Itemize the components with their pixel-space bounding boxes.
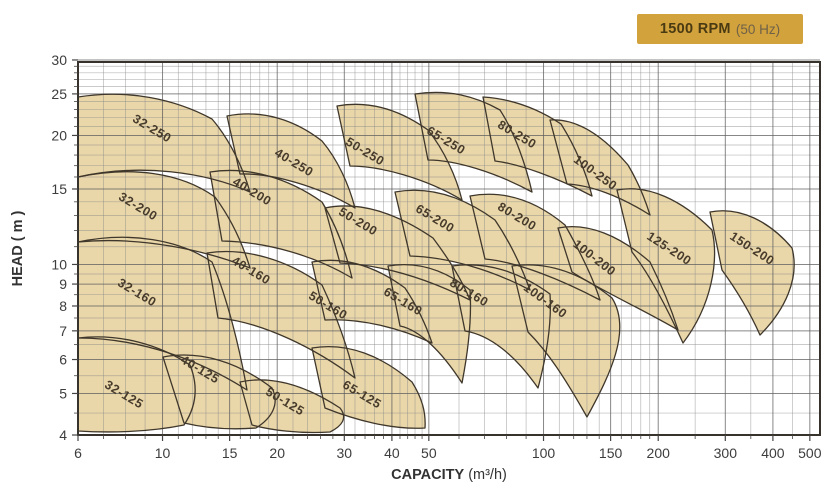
y-tick-label-6: 6 bbox=[59, 352, 67, 368]
x-tick-label-400: 400 bbox=[761, 445, 785, 461]
y-tick-label-4: 4 bbox=[59, 427, 67, 443]
rpm-badge-speed: 1500 RPM bbox=[659, 21, 731, 37]
region-outline-50-125 bbox=[239, 379, 345, 434]
region-outline-65-160 bbox=[387, 264, 472, 384]
y-tick-label-7: 7 bbox=[59, 323, 67, 339]
plot-frame bbox=[77, 61, 821, 436]
region-outline-50-250 bbox=[336, 103, 463, 201]
x-tick-label-200: 200 bbox=[647, 445, 671, 461]
x-tick-label-100: 100 bbox=[532, 445, 556, 461]
region-fill-50-250 bbox=[337, 104, 462, 200]
x-tick-label-150: 150 bbox=[599, 445, 623, 461]
rpm-badge-frequency: (50 Hz) bbox=[735, 21, 781, 37]
region-outline-150-200 bbox=[709, 210, 795, 336]
rpm-badge: 1500 RPM (50 Hz) bbox=[637, 14, 803, 44]
region-outline-65-200 bbox=[394, 189, 531, 291]
region-fill-32-200 bbox=[78, 171, 250, 268]
region-fill-32-250 bbox=[78, 94, 250, 192]
axis-titles: CAPACITY (m³/h) HEAD ( m ) bbox=[10, 210, 507, 483]
x-tick-label-10: 10 bbox=[155, 445, 171, 461]
region-outline-40-200 bbox=[209, 169, 353, 279]
region-outline-65-125 bbox=[311, 346, 426, 429]
x-tick-label-15: 15 bbox=[222, 445, 238, 461]
x-tick-label-300: 300 bbox=[714, 445, 738, 461]
region-fill-40-250 bbox=[227, 113, 355, 208]
y-tick-label-30: 30 bbox=[51, 52, 67, 68]
x-tick-label-40: 40 bbox=[384, 445, 400, 461]
y-tick-label-20: 20 bbox=[51, 127, 67, 143]
y-tick-label-8: 8 bbox=[59, 298, 67, 314]
axis-ticks: 6 10 15 20 30 40 50 100 150 200 300 400 500 4 5 6 7 8 9 10 1… bbox=[51, 52, 821, 461]
region-fill-125-200 bbox=[617, 188, 715, 343]
region-fill-150-200 bbox=[710, 210, 795, 335]
y-axis-title: HEAD ( m ) bbox=[10, 210, 26, 286]
y-tick-label-25: 25 bbox=[51, 86, 67, 102]
y-tick-label-10: 10 bbox=[51, 256, 67, 272]
x-axis-title: CAPACITY (m³/h) bbox=[391, 467, 507, 483]
region-outline-100-250 bbox=[549, 119, 651, 216]
region-outline-32-250 bbox=[77, 93, 251, 193]
region-outline-32-200 bbox=[77, 171, 251, 269]
region-fill-100-160 bbox=[512, 264, 620, 417]
region-outline-40-250 bbox=[226, 113, 356, 209]
region-outline-100-200 bbox=[557, 226, 679, 331]
x-tick-label-6: 6 bbox=[74, 445, 82, 461]
region-fill-100-200 bbox=[558, 226, 678, 330]
region-outline-40-125 bbox=[162, 354, 276, 430]
region-outline-65-250 bbox=[414, 91, 533, 193]
region-outline-40-160 bbox=[206, 250, 356, 379]
region-outline-32-125 bbox=[77, 336, 196, 433]
region-outline-125-200 bbox=[616, 188, 716, 344]
region-outline-80-200 bbox=[469, 193, 601, 301]
region-outline-50-160 bbox=[311, 259, 433, 344]
y-tick-label-15: 15 bbox=[51, 181, 67, 197]
x-tick-label-20: 20 bbox=[269, 445, 285, 461]
region-outline-100-160 bbox=[511, 264, 621, 418]
x-tick-label-30: 30 bbox=[337, 445, 353, 461]
region-outline-80-250 bbox=[482, 96, 593, 197]
region-fills bbox=[78, 92, 795, 433]
y-tick-label-9: 9 bbox=[59, 276, 67, 292]
y-tick-label-5: 5 bbox=[59, 385, 67, 401]
x-tick-label-50: 50 bbox=[421, 445, 437, 461]
region-outlines bbox=[77, 91, 795, 434]
region-fill-40-200 bbox=[210, 170, 352, 278]
region-outline-32-160 bbox=[77, 236, 248, 391]
x-tick-label-500: 500 bbox=[798, 445, 822, 461]
region-outline-50-200 bbox=[324, 205, 471, 301]
region-outline-80-160 bbox=[451, 264, 552, 389]
